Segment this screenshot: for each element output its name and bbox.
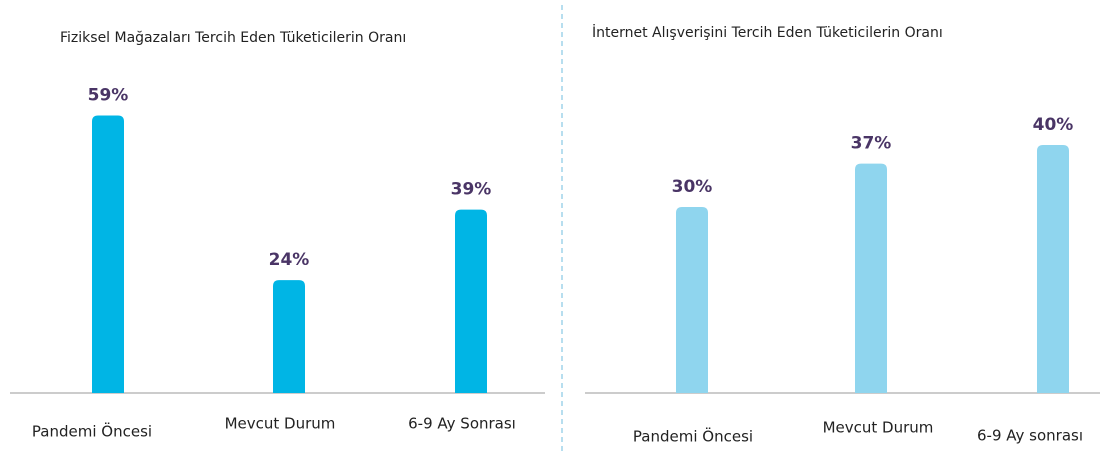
- value-label: 30%: [672, 177, 713, 197]
- bar: [455, 209, 487, 393]
- value-label: 24%: [269, 250, 310, 270]
- bar: [676, 207, 708, 393]
- x-tick-label: Pandemi Öncesi: [633, 427, 753, 446]
- chart-title: İnternet Alışverişini Tercih Eden Tüketi…: [592, 23, 943, 41]
- bar: [855, 163, 887, 393]
- value-label: 40%: [1033, 115, 1074, 135]
- x-tick-label: 6-9 Ay Sonrası: [408, 415, 516, 433]
- x-tick-label: Pandemi Öncesi: [32, 422, 152, 441]
- value-label: 37%: [851, 134, 892, 154]
- x-tick-label: 6-9 Ay sonrası: [977, 427, 1083, 445]
- x-tick-label: Mevcut Durum: [823, 419, 934, 437]
- x-tick-label: Mevcut Durum: [225, 415, 336, 433]
- chart-title: Fiziksel Mağazaları Tercih Eden Tüketici…: [60, 30, 406, 46]
- value-label: 39%: [451, 180, 492, 200]
- bar: [1037, 145, 1069, 393]
- bar: [92, 115, 124, 393]
- bar: [273, 280, 305, 393]
- value-label: 59%: [88, 86, 129, 106]
